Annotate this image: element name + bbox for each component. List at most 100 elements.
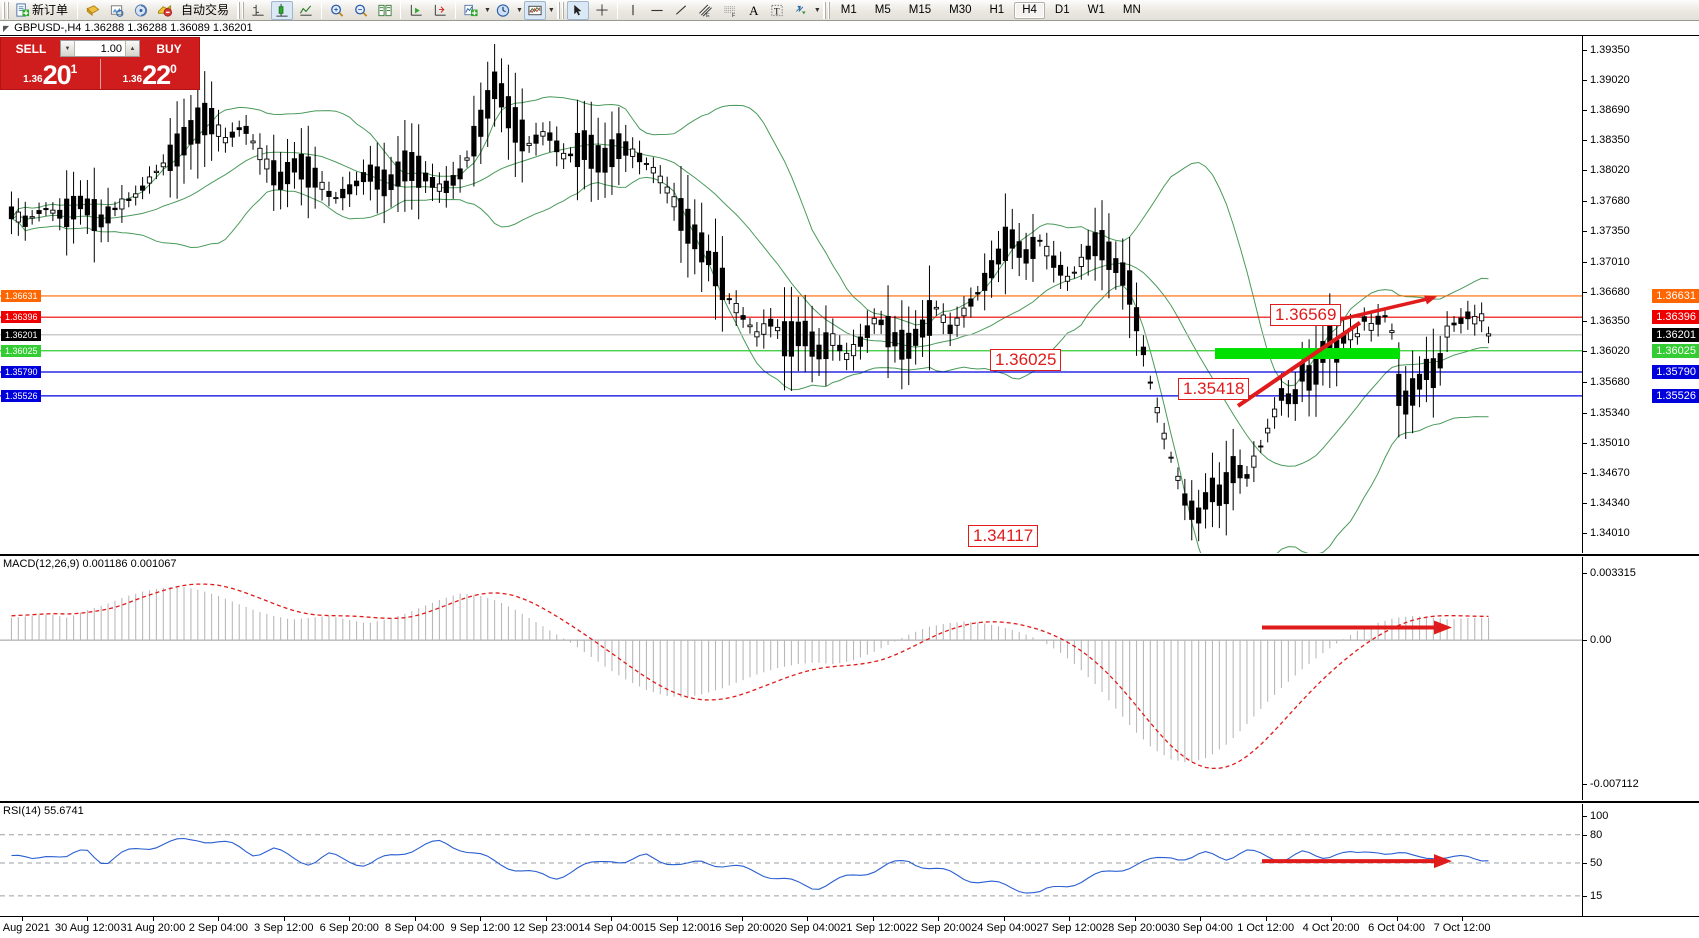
indicators-button[interactable] xyxy=(460,1,482,20)
zoom-out-button[interactable] xyxy=(350,1,372,20)
auto-trading-button[interactable]: 自动交易 xyxy=(178,1,234,20)
new-order-button[interactable]: 新订单 xyxy=(12,1,73,20)
volume-value[interactable]: 1.00 xyxy=(100,42,122,55)
y-tick-mark xyxy=(1583,412,1587,414)
toolbar-grip-3[interactable] xyxy=(556,1,564,19)
symbols-button[interactable] xyxy=(82,1,104,20)
crosshair-button[interactable] xyxy=(591,1,613,20)
timeframe-button-w1[interactable]: W1 xyxy=(1080,2,1113,19)
pane-divider-2[interactable] xyxy=(0,801,1699,803)
templates-button[interactable] xyxy=(523,0,546,20)
time-axis-label: 28 Sep 20:00 xyxy=(1101,922,1168,934)
buy-quote-fraction: 0 xyxy=(170,62,177,76)
shapes-dropdown-arrow[interactable]: ▼ xyxy=(813,6,821,14)
macd-y-axis[interactable]: 0.003315 0.00 -0.007112 xyxy=(1582,557,1699,800)
toolbar-grip[interactable] xyxy=(2,1,9,19)
time-tick-mark xyxy=(1069,917,1071,921)
sell-quote[interactable]: 1.36 20 1 xyxy=(1,59,100,89)
timeframe-button-d1[interactable]: D1 xyxy=(1047,2,1078,19)
templates-dropdown-arrow[interactable]: ▼ xyxy=(547,6,555,14)
time-axis-label: 30 Sep 04:00 xyxy=(1167,922,1233,934)
fibonacci-button[interactable]: F xyxy=(719,1,742,20)
time-axis-label: 6 Oct 04:00 xyxy=(1368,922,1425,934)
timeframe-button-m5[interactable]: M5 xyxy=(867,2,899,19)
candlestick-chart-button[interactable] xyxy=(271,0,294,20)
collapse-icon[interactable]: ◤ xyxy=(3,23,10,33)
timeframe-button-mn[interactable]: MN xyxy=(1115,2,1149,19)
macd-pane[interactable]: MACD(12,26,9) 0.001186 0.001067 0.003315… xyxy=(0,557,1699,800)
price-annotation[interactable]: 1.34117 xyxy=(968,525,1039,547)
price-annotation[interactable]: 1.35418 xyxy=(1178,378,1250,400)
price-annotation[interactable]: 1.36569 xyxy=(1270,304,1342,326)
trendline-button[interactable] xyxy=(670,1,692,20)
price-level-tag[interactable]: 1.36631 xyxy=(1,289,41,302)
time-tick-mark xyxy=(872,917,874,921)
timeframe-button-m30[interactable]: M30 xyxy=(941,2,979,19)
chart-shift-button[interactable] xyxy=(429,1,451,20)
price-level-tag[interactable]: 1.36201 xyxy=(1652,327,1699,342)
text-label-button[interactable]: T xyxy=(766,1,788,20)
bar-chart-button[interactable] xyxy=(247,1,269,20)
rsi-y-axis[interactable]: 100 80 50 15 xyxy=(1582,804,1699,916)
price-level-tag[interactable]: 1.36201 xyxy=(1,328,41,341)
rsi-plot[interactable] xyxy=(0,804,1582,916)
buy-quote[interactable]: 1.36 22 0 xyxy=(99,59,200,91)
volume-stepper[interactable]: ▼ 1.00 ▲ xyxy=(60,40,140,57)
vertical-line-button[interactable] xyxy=(622,1,644,20)
price-level-tag[interactable]: 1.36025 xyxy=(1652,343,1699,358)
y-tick-mark xyxy=(1583,442,1587,444)
time-axis-label: 3 Sep 12:00 xyxy=(254,922,314,934)
volume-increase-icon[interactable]: ▲ xyxy=(125,41,139,56)
toolbar-grip-2[interactable] xyxy=(237,1,245,19)
svg-text:E: E xyxy=(706,13,710,18)
price-annotation[interactable]: 1.36025 xyxy=(990,349,1062,371)
line-chart-button[interactable] xyxy=(295,1,317,20)
tile-windows-button[interactable] xyxy=(374,1,396,20)
price-level-tag[interactable]: 1.36025 xyxy=(1,344,41,357)
price-level-tag[interactable]: 1.35526 xyxy=(1,389,41,402)
one-click-trading-panel[interactable]: SELL ▼ 1.00 ▲ BUY 1.36 20 1 1.36 22 0 xyxy=(0,37,200,90)
period-dropdown-arrow[interactable]: ▼ xyxy=(515,6,523,14)
cursor-button[interactable] xyxy=(566,0,589,20)
rsi-pane[interactable]: RSI(14) 55.6741 100 80 50 15 xyxy=(0,804,1699,916)
indicators-dropdown-arrow[interactable]: ▼ xyxy=(484,6,491,14)
price-pane[interactable]: 1.39350 1.39020 1.38690 1.38350 1.38020 1.376… xyxy=(0,36,1699,553)
expert-advisors-button[interactable] xyxy=(154,1,176,20)
toolbar-grip-4[interactable] xyxy=(822,1,830,19)
horizontal-line-button[interactable] xyxy=(646,1,668,20)
network-button[interactable] xyxy=(130,1,152,20)
new-order-icon xyxy=(16,2,30,17)
shapes-button[interactable] xyxy=(790,1,812,20)
price-level-tag[interactable]: 1.36396 xyxy=(1652,310,1699,325)
text-button[interactable]: A xyxy=(749,2,759,18)
timeframe-button-h1[interactable]: H1 xyxy=(982,2,1013,19)
equidistant-channel-button[interactable]: E xyxy=(694,1,717,20)
print-preview-button[interactable] xyxy=(106,1,128,20)
timeframe-button-h4[interactable]: H4 xyxy=(1014,1,1045,19)
volume-decrease-icon[interactable]: ▼ xyxy=(61,41,75,56)
timeframe-label: H1 xyxy=(989,4,1005,16)
buy-quote-big: 22 xyxy=(142,60,171,91)
trendline-icon xyxy=(675,4,686,15)
price-level-tag[interactable]: 1.35526 xyxy=(1652,388,1699,403)
timeframe-button-m1[interactable]: M1 xyxy=(833,2,865,19)
period-button[interactable] xyxy=(492,1,514,20)
price-axis-label: 1.36350 xyxy=(1590,315,1630,328)
price-level-tag[interactable]: 1.36396 xyxy=(1,311,41,324)
zoom-in-button[interactable] xyxy=(326,1,348,20)
price-level-tag[interactable]: 1.36631 xyxy=(1652,288,1699,303)
macd-chart-canvas xyxy=(0,583,1582,770)
price-level-tag[interactable]: 1.35790 xyxy=(1,366,41,378)
zoom-in-icon xyxy=(331,4,344,17)
macd-plot[interactable] xyxy=(0,557,1582,800)
timeframe-button-m15[interactable]: M15 xyxy=(901,2,939,19)
pane-divider-1[interactable] xyxy=(0,554,1699,556)
buy-button[interactable]: BUY xyxy=(156,41,182,56)
price-plot[interactable] xyxy=(0,36,1582,553)
auto-scroll-button[interactable] xyxy=(405,1,427,20)
price-y-axis[interactable]: 1.39350 1.39020 1.38690 1.38350 1.38020 1.376… xyxy=(1582,36,1699,553)
chart-area[interactable]: 1.39350 1.39020 1.38690 1.38350 1.38020 1.376… xyxy=(0,36,1699,938)
sell-button[interactable]: SELL xyxy=(15,41,47,56)
price-level-tag[interactable]: 1.35790 xyxy=(1652,365,1699,379)
